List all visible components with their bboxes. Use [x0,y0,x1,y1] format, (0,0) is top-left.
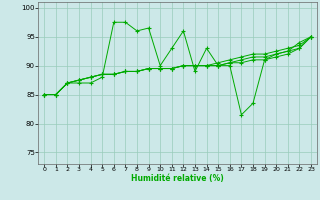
X-axis label: Humidité relative (%): Humidité relative (%) [131,174,224,183]
